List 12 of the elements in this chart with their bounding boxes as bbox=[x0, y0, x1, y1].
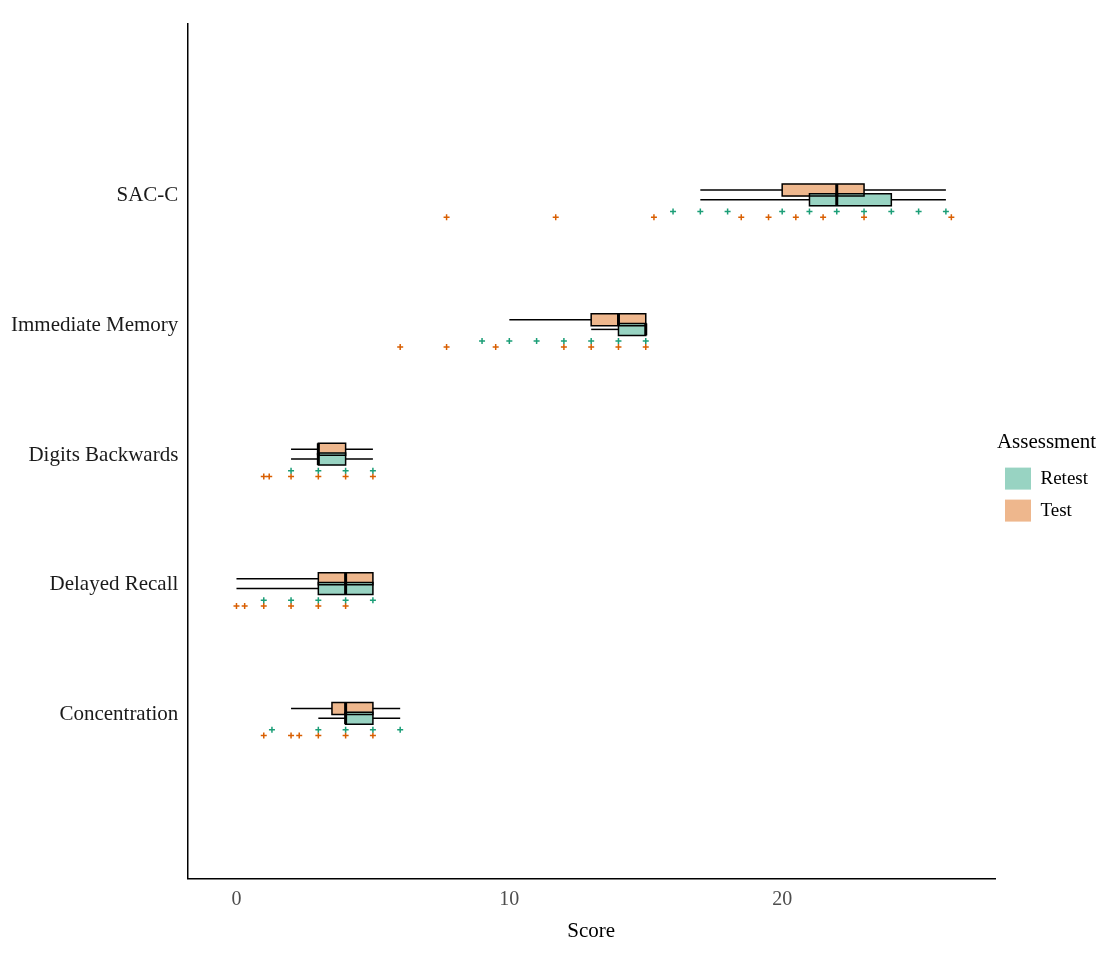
x-tick-label: 0 bbox=[231, 887, 242, 910]
x-tick-label: 20 bbox=[772, 887, 793, 910]
legend-title: Assessment bbox=[996, 429, 1097, 454]
y-tick-label: SAC-C bbox=[116, 182, 179, 207]
y-tick-label: Immediate Memory bbox=[10, 312, 179, 337]
x-tick-label: 10 bbox=[499, 887, 520, 910]
y-tick-label: Concentration bbox=[59, 700, 179, 725]
y-tick-label: Digits Backwards bbox=[28, 441, 179, 466]
legend-label: Retest bbox=[1040, 466, 1089, 488]
legend-label: Test bbox=[1040, 498, 1073, 520]
x-axis-title: Score bbox=[567, 917, 616, 942]
y-tick-label: Delayed Recall bbox=[49, 571, 179, 596]
